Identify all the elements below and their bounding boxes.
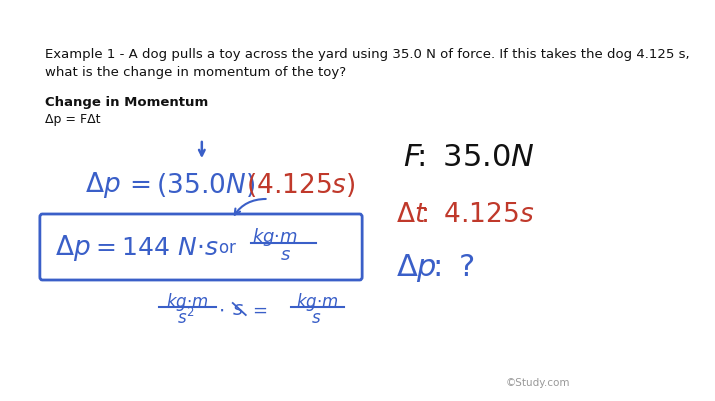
Text: $kg{\cdot}m$: $kg{\cdot}m$ xyxy=(166,290,209,312)
Text: $F\!\!:\ 35.0N$: $F\!\!:\ 35.0N$ xyxy=(403,143,534,172)
Text: Example 1 - A dog pulls a toy across the yard using 35.0 N of force. If this tak: Example 1 - A dog pulls a toy across the… xyxy=(45,48,689,61)
Text: Change in Momentum: Change in Momentum xyxy=(45,96,208,109)
Text: $=$: $=$ xyxy=(250,300,268,318)
Text: $\Delta p\!\!:\ ?$: $\Delta p\!\!:\ ?$ xyxy=(396,251,475,283)
Text: $= (35.0N)$: $= (35.0N)$ xyxy=(124,170,255,198)
Text: $\Delta p$: $\Delta p$ xyxy=(55,233,91,262)
Text: Δp = FΔt: Δp = FΔt xyxy=(45,113,100,126)
Text: $kg{\cdot}m$: $kg{\cdot}m$ xyxy=(252,225,298,247)
Text: $= 144\ N{\cdot}s$: $= 144\ N{\cdot}s$ xyxy=(91,235,219,259)
Text: $kg{\cdot}m$: $kg{\cdot}m$ xyxy=(296,290,339,312)
Text: $\Delta p$: $\Delta p$ xyxy=(86,170,121,200)
Text: $s$: $s$ xyxy=(232,300,244,319)
Text: $(4.125s)$: $(4.125s)$ xyxy=(246,170,355,198)
Text: ©Study.com: ©Study.com xyxy=(506,377,570,387)
Text: $\Delta t\!\!:\ 4.125s$: $\Delta t\!\!:\ 4.125s$ xyxy=(396,201,535,227)
Text: $s$: $s$ xyxy=(310,308,321,326)
Text: $s^2$: $s^2$ xyxy=(177,307,194,327)
Text: $\mathrm{or}$: $\mathrm{or}$ xyxy=(218,239,237,256)
Text: $s$: $s$ xyxy=(280,245,291,263)
Text: what is the change in momentum of the toy?: what is the change in momentum of the to… xyxy=(45,66,346,79)
Text: $\cdot$: $\cdot$ xyxy=(218,300,225,319)
